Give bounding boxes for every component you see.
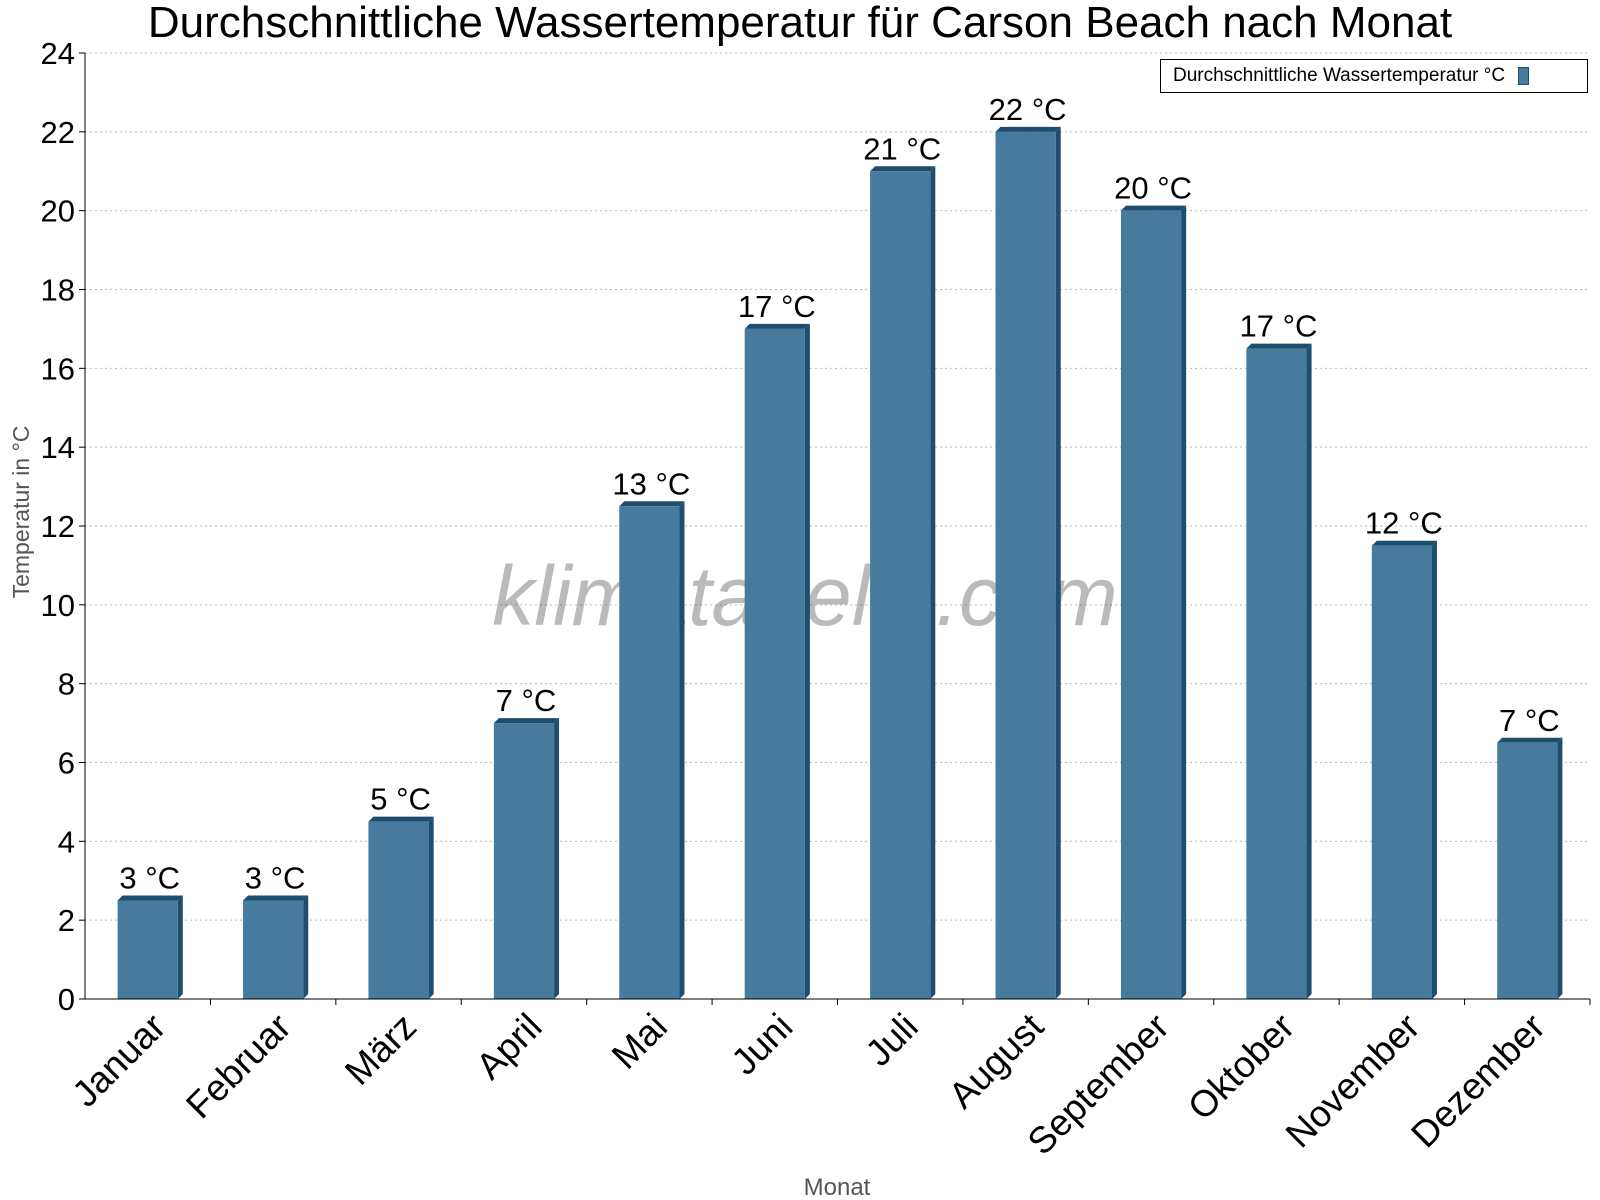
bar-side xyxy=(930,166,936,999)
legend-label: Durchschnittliche Wassertemperatur °C xyxy=(1173,65,1506,86)
grid-lines xyxy=(85,52,1590,921)
bar-side xyxy=(1306,343,1312,999)
y-tick-label: 12 xyxy=(41,509,75,544)
bar-top xyxy=(744,323,810,329)
bar-top xyxy=(995,126,1061,132)
bar-top xyxy=(619,501,685,507)
bar-top xyxy=(117,895,183,901)
x-tick-label: August xyxy=(941,1005,1052,1116)
x-tick-label: November xyxy=(1278,1006,1428,1156)
y-tick-label: 14 xyxy=(41,430,75,465)
bars: 3 °C 3 °C 5 °C 7 °C 13 °C 17 °C 21 °C 22 °C 20 °… xyxy=(117,92,1563,1000)
data-label: 3 °C xyxy=(245,860,306,895)
bar xyxy=(1246,348,1307,999)
bar-top xyxy=(368,816,434,822)
data-label: 5 °C xyxy=(370,782,431,817)
bar xyxy=(1120,210,1182,999)
y-tick-label: 22 xyxy=(41,115,75,150)
x-tick-label: Februar xyxy=(178,1006,299,1127)
bar-side xyxy=(177,895,183,999)
bar xyxy=(368,821,429,999)
y-tick-label: 20 xyxy=(41,194,75,229)
y-tick-label: 4 xyxy=(58,824,75,859)
y-axis-label: Temperatur in °C xyxy=(8,426,34,599)
data-label: 21 °C xyxy=(863,131,941,166)
bar-side xyxy=(1431,540,1437,999)
bar-top xyxy=(1497,737,1563,743)
bar xyxy=(1371,545,1432,999)
bar-side xyxy=(1055,126,1061,1000)
bar xyxy=(619,506,680,999)
bar-side xyxy=(554,718,560,999)
y-tick-label: 24 xyxy=(41,36,75,71)
bar-side xyxy=(1181,205,1187,999)
bar-top xyxy=(1120,205,1187,211)
x-tick-label: Juni xyxy=(723,1006,800,1083)
bar xyxy=(117,900,178,999)
bar xyxy=(995,131,1056,1000)
bar-side xyxy=(1557,737,1563,999)
legend-swatch xyxy=(1518,67,1530,85)
y-tick-label: 10 xyxy=(41,588,75,623)
x-tick-label: Oktober xyxy=(1180,1006,1302,1128)
data-label: 12 °C xyxy=(1365,506,1443,541)
bar-side xyxy=(804,323,810,1000)
bar xyxy=(744,328,805,1000)
y-tick-label: 6 xyxy=(58,746,75,781)
bar xyxy=(493,723,555,999)
bar-top xyxy=(1246,343,1312,349)
bar-top xyxy=(870,166,936,172)
x-tick-label: Juli xyxy=(858,1006,926,1074)
y-tick-label: 0 xyxy=(58,982,75,1017)
x-tick-label: Dezember xyxy=(1403,1006,1553,1156)
data-label: 17 °C xyxy=(1240,309,1318,344)
data-label: 20 °C xyxy=(1114,171,1192,206)
bar-side xyxy=(303,895,309,999)
x-axis-label: Monat xyxy=(804,1174,871,1200)
data-label: 7 °C xyxy=(496,683,557,718)
bar-top xyxy=(1371,540,1437,546)
x-tick-label: Januar xyxy=(64,1006,173,1115)
bar xyxy=(870,171,931,999)
x-tick-label: März xyxy=(337,1006,424,1093)
chart-title: Durchschnittliche Wassertemperatur für C… xyxy=(148,0,1452,47)
bar xyxy=(1497,742,1558,999)
legend: Durchschnittliche Wassertemperatur °C xyxy=(1160,59,1588,93)
data-label: 7 °C xyxy=(1499,703,1560,738)
x-tick-label: Mai xyxy=(604,1006,675,1077)
y-tick-label: 16 xyxy=(41,351,75,386)
y-tick-label: 8 xyxy=(58,667,75,702)
data-label: 22 °C xyxy=(989,92,1067,127)
data-label: 17 °C xyxy=(738,289,816,324)
x-tick-label: April xyxy=(468,1006,549,1087)
bar-top xyxy=(243,895,309,901)
y-tick-label: 2 xyxy=(58,903,75,938)
data-label: 13 °C xyxy=(612,466,690,501)
data-label: 3 °C xyxy=(119,860,180,895)
bar-side xyxy=(428,816,434,999)
bar-top xyxy=(493,718,560,724)
y-tick-label: 18 xyxy=(41,273,75,308)
bar xyxy=(243,900,304,999)
bar-side xyxy=(679,501,685,999)
